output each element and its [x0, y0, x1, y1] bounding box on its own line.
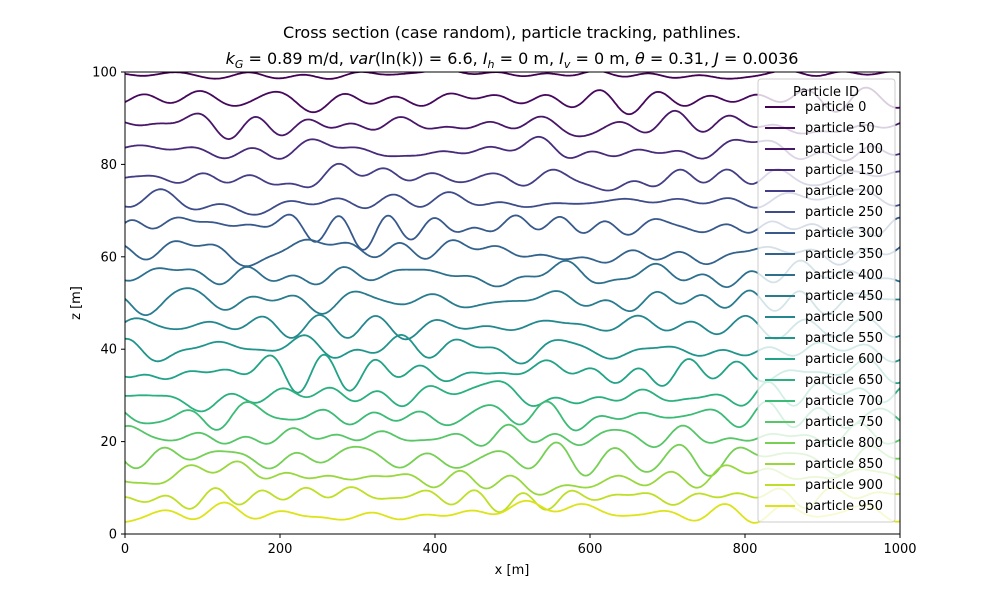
- legend-label: particle 300: [805, 226, 883, 241]
- legend-label: particle 950: [805, 499, 883, 514]
- legend-label: particle 800: [805, 436, 883, 451]
- legend-label: particle 900: [805, 478, 883, 493]
- x-tick-label: 400: [423, 542, 448, 557]
- legend-label: particle 150: [805, 163, 883, 178]
- subtitle-ih-symbol: I: [483, 49, 488, 68]
- subtitle-theta-value: = 0.31,: [645, 49, 714, 68]
- legend-label: particle 450: [805, 289, 883, 304]
- chart-title: Cross section (case random), particle tr…: [283, 23, 741, 42]
- plot-frame: [124, 71, 901, 535]
- subtitle-iv-symbol: I: [559, 49, 564, 68]
- subtitle-kg-value: = 0.89 m/d,: [243, 49, 349, 68]
- x-axis: 0 200 400 600 800 1000: [121, 534, 917, 557]
- legend-label: particle 550: [805, 331, 883, 346]
- subtitle-ih-value: = 0 m,: [495, 49, 560, 68]
- subtitle-kg-subscript: G: [235, 58, 244, 71]
- legend-label: particle 600: [805, 352, 883, 367]
- y-tick-label: 20: [100, 435, 117, 450]
- y-tick-label: 0: [109, 528, 117, 543]
- legend-label: particle 200: [805, 184, 883, 199]
- subtitle-var-value: (ln(k)) = 6.6,: [375, 49, 483, 68]
- legend-box: [757, 78, 896, 523]
- legend-label: particle 700: [805, 394, 883, 409]
- subtitle-j-value: = 0.0036: [719, 49, 799, 68]
- legend-label: particle 250: [805, 205, 883, 220]
- subtitle-kg-symbol: k: [226, 49, 236, 68]
- y-tick-label: 80: [100, 158, 117, 173]
- subtitle-var-symbol: var: [349, 49, 376, 68]
- x-axis-label: x [m]: [495, 563, 530, 578]
- legend-label: particle 850: [805, 457, 883, 472]
- y-axis-label: z [m]: [69, 286, 84, 320]
- y-tick-label: 60: [100, 250, 117, 265]
- y-tick-label: 100: [92, 66, 117, 81]
- chart-subtitle: kG = 0.89 m/d, var(ln(k)) = 6.6, Ih = 0 …: [226, 49, 799, 71]
- legend-label: particle 650: [805, 373, 883, 388]
- legend-label: particle 750: [805, 415, 883, 430]
- subtitle-iv-value: = 0 m,: [570, 49, 635, 68]
- legend: Particle ID particle 0 particle 50 particl…: [757, 78, 896, 523]
- subtitle-ih-subscript: h: [488, 58, 495, 71]
- subtitle-iv-subscript: v: [564, 58, 571, 71]
- legend-label: particle 400: [805, 268, 883, 283]
- subtitle-j-symbol: J: [711, 49, 719, 68]
- x-tick-label: 0: [121, 542, 129, 557]
- x-tick-label: 600: [578, 542, 603, 557]
- x-tick-label: 200: [268, 542, 293, 557]
- y-axis: 0 20 40 60 80 100: [92, 66, 125, 543]
- x-tick-label: 800: [733, 542, 758, 557]
- subtitle-theta-symbol: θ: [635, 49, 645, 68]
- legend-label: particle 500: [805, 310, 883, 325]
- legend-title: Particle ID: [793, 85, 859, 100]
- x-tick-label: 1000: [883, 542, 916, 557]
- y-tick-label: 40: [100, 343, 117, 358]
- legend-label: particle 0: [805, 100, 866, 115]
- legend-label: particle 100: [805, 142, 883, 157]
- legend-label: particle 350: [805, 247, 883, 262]
- pathline: [125, 72, 900, 80]
- legend-label: particle 50: [805, 121, 875, 136]
